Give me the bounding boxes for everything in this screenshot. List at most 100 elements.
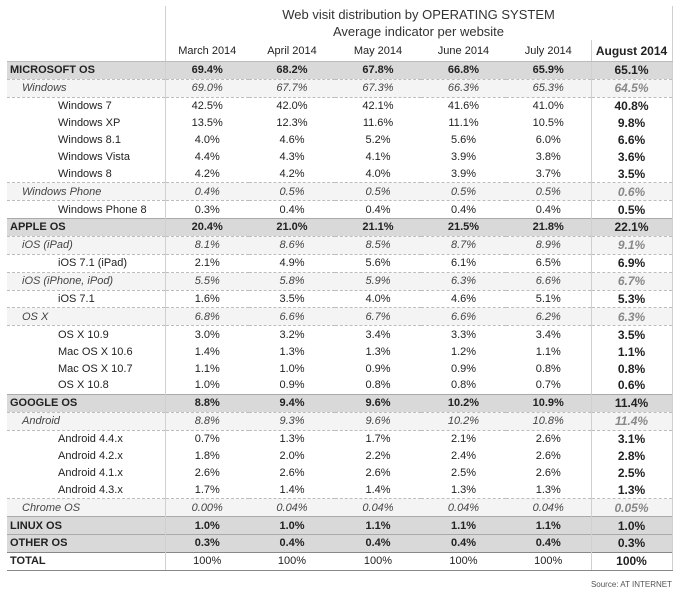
value-cell: 5.6% <box>365 257 391 270</box>
table-row-leaf: Windows Phone 8 0.3% 0.4% 0.4% 0.4% 0.4% 0.5% <box>7 200 673 219</box>
value-cell: 0.7% <box>164 430 249 448</box>
value-cell: 2.8% <box>590 447 673 465</box>
value-cell: 13.5% <box>164 114 249 132</box>
value-cell: 1.1% <box>590 343 673 361</box>
row-label: Mac OS X 10.7 <box>58 362 133 375</box>
row-label: GOOGLE OS <box>7 393 165 413</box>
value-cell: 0.6% <box>590 377 673 395</box>
value-cell: 0.4% <box>164 182 249 202</box>
value-cell: 4.9% <box>279 257 305 270</box>
value-cell: 9.3% <box>249 411 335 431</box>
row-label: Android 4.3.x <box>58 483 123 496</box>
value-cell: 42.5% <box>164 97 249 115</box>
value-cell: 3.9% <box>450 150 477 163</box>
value-cell: 6.2% <box>506 307 591 327</box>
value-cell: 5.3% <box>590 290 673 308</box>
value-cell: 66.3% <box>421 78 506 98</box>
value-cell: 42.0% <box>276 100 308 113</box>
table-row-leaf: OS X 10.9 3.0% 3.2% 3.4% 3.3% 3.4% 3.5% <box>7 325 673 344</box>
value-cell: 6.7% <box>335 307 421 327</box>
table-row-leaf: Android 4.3.x 1.7% 1.4% 1.4% 1.3% 1.3% 1.3% <box>7 481 673 499</box>
value-cell: 100% <box>335 551 421 571</box>
value-cell: 4.1% <box>365 150 391 163</box>
value-cell: 69.0% <box>164 78 249 98</box>
value-cell: 4.3% <box>279 150 305 163</box>
value-cell: 22.1% <box>590 218 673 237</box>
row-label: Windows XP <box>58 117 121 130</box>
value-cell: 9.6% <box>335 393 421 413</box>
value-cell: 68.2% <box>249 61 335 80</box>
value-cell: 4.6% <box>279 134 305 146</box>
source-note: Source: AT INTERNET <box>590 580 672 589</box>
value-cell: 12.3% <box>276 117 308 130</box>
value-cell: 20.4% <box>164 218 249 237</box>
table-row-leaf: iOS 7.1 1.6% 3.5% 4.0% 4.6% 5.1% 5.3% <box>7 290 673 308</box>
value-cell: 9.6% <box>335 411 421 431</box>
value-cell: 0.8% <box>535 362 561 375</box>
row-label: Android 4.1.x <box>58 466 123 479</box>
row-label: APPLE OS <box>7 218 165 237</box>
table-row-leaf: Mac OS X 10.7 1.1% 1.0% 0.9% 0.9% 0.8% 0.8% <box>7 360 673 378</box>
value-cell: 1.2% <box>450 345 477 358</box>
value-cell: 1.1% <box>506 516 591 535</box>
value-cell: 1.3% <box>279 345 305 358</box>
value-cell: 100% <box>249 551 335 571</box>
month-header: July 2014 <box>506 40 591 62</box>
value-cell: 5.2% <box>365 134 391 146</box>
table-row-total: TOTAL 100% 100% 100% 100% 100% 100% <box>7 551 673 571</box>
value-cell: 1.3% <box>450 483 477 496</box>
table-row-group: Android 8.8% 9.3% 9.6% 10.2% 10.8% 11.4% <box>7 411 673 431</box>
value-cell: 0.05% <box>590 498 673 518</box>
table-row-group: iOS (iPad) 8.1% 8.6% 8.5% 8.7% 8.9% 9.1% <box>7 235 673 255</box>
value-cell: 1.0% <box>590 516 673 535</box>
value-cell: 3.4% <box>535 328 561 341</box>
row-label: Windows 8 <box>58 167 112 180</box>
value-cell: 1.7% <box>164 481 249 499</box>
value-cell: 3.3% <box>450 328 477 341</box>
value-cell: 2.1% <box>450 433 477 446</box>
value-cell: 1.0% <box>249 516 335 535</box>
value-cell: 65.1% <box>590 61 673 80</box>
table-row-leaf: Windows XP 13.5% 12.3% 11.6% 11.1% 10.5% 9.8% <box>7 114 673 132</box>
value-cell: 1.3% <box>365 345 391 358</box>
value-cell: 0.8% <box>450 379 477 392</box>
value-cell: 100% <box>421 551 506 571</box>
value-cell: 4.2% <box>279 167 305 180</box>
value-cell: 67.3% <box>335 78 421 98</box>
value-cell: 6.6% <box>506 271 591 291</box>
value-cell: 1.1% <box>535 345 561 358</box>
value-cell: 0.5% <box>590 200 673 219</box>
row-label: Chrome OS <box>7 498 165 518</box>
value-cell: 3.6% <box>590 148 673 166</box>
value-cell: 0.3% <box>164 534 249 553</box>
row-label: OTHER OS <box>7 534 165 553</box>
row-label: Windows Phone <box>7 182 165 202</box>
value-cell: 2.6% <box>535 466 561 479</box>
value-cell: 5.6% <box>450 134 477 146</box>
table-row-leaf: OS X 10.8 1.0% 0.9% 0.8% 0.8% 0.7% 0.6% <box>7 377 673 395</box>
value-cell: 11.1% <box>448 117 479 130</box>
month-header: June 2014 <box>421 40 506 62</box>
row-label: LINUX OS <box>7 516 165 535</box>
table-row-top: GOOGLE OS 8.8% 9.4% 9.6% 10.2% 10.9% 11.4% <box>7 393 673 413</box>
value-cell: 1.1% <box>421 516 506 535</box>
value-cell: 0.5% <box>421 182 506 202</box>
value-cell: 1.0% <box>164 516 249 535</box>
value-cell: 1.4% <box>164 343 249 361</box>
value-cell: 0.9% <box>279 379 305 392</box>
value-cell: 8.7% <box>421 235 506 255</box>
row-label: TOTAL <box>7 551 165 571</box>
month-header: March 2014 <box>164 40 249 62</box>
row-label: iOS 7.1 <box>58 293 95 306</box>
month-header-latest: August 2014 <box>590 40 673 62</box>
row-label: Windows 8.1 <box>58 134 121 146</box>
value-cell: 3.8% <box>535 150 561 163</box>
value-cell: 0.3% <box>590 534 673 553</box>
value-cell: 8.1% <box>164 235 249 255</box>
value-cell: 2.1% <box>164 254 249 273</box>
row-label: Windows Phone 8 <box>58 203 147 216</box>
value-cell: 0.00% <box>164 498 249 518</box>
table-row-leaf: Android 4.4.x 0.7% 1.3% 1.7% 2.1% 2.6% 3.1% <box>7 430 673 448</box>
value-cell: 0.4% <box>535 203 561 216</box>
value-cell: 10.2% <box>421 411 506 431</box>
